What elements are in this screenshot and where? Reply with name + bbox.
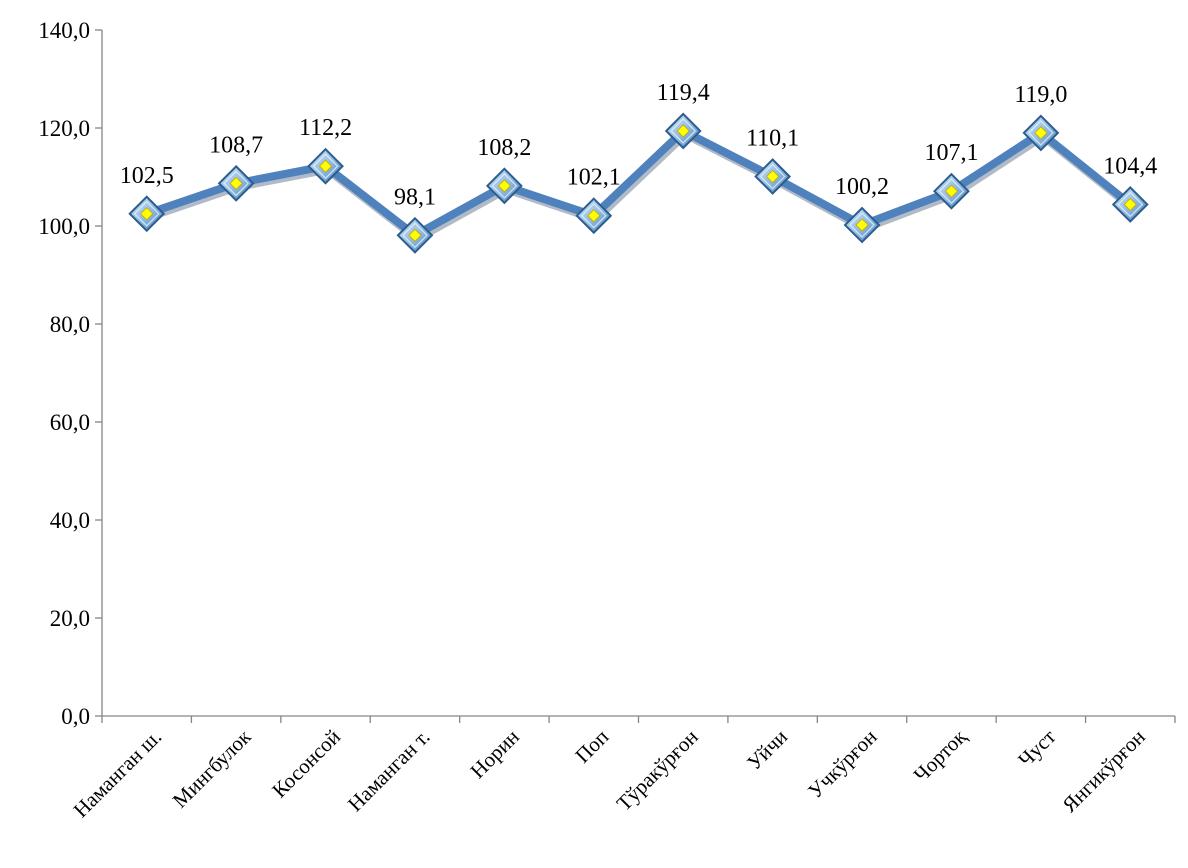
data-label: 119,4 (657, 80, 710, 106)
data-label: 110,1 (746, 126, 799, 152)
x-tick-label: Наманган т. (343, 725, 435, 817)
x-tick-label: Уйчи (742, 725, 792, 775)
x-tick-label: Мингбулок (168, 724, 257, 813)
data-point-marker (933, 172, 970, 210)
data-point-marker (664, 112, 702, 150)
data-point-marker (1022, 114, 1060, 152)
data-label: 107,1 (924, 140, 978, 166)
data-point-marker (754, 158, 792, 195)
x-tick-label: Учкўрғон (803, 725, 881, 803)
y-tick-label: 20,0 (50, 606, 90, 631)
series-layer (128, 112, 1149, 254)
x-tick-label: Косонсой (267, 725, 345, 803)
data-point-marker (307, 147, 344, 185)
data-point-marker (485, 167, 523, 205)
series-line-shadow (147, 129, 1136, 243)
y-tick-label: 0,0 (61, 704, 90, 729)
data-label: 104,4 (1103, 153, 1157, 179)
y-tick-label: 100,0 (38, 214, 90, 239)
data-labels: 102,5 108,7 112,2 98,1 108,2 102,1 119,4 110,1 1… (120, 80, 1158, 210)
data-label: 112,2 (299, 115, 352, 141)
data-label: 98,1 (394, 184, 436, 210)
y-tick-label: 120,0 (38, 116, 90, 141)
data-point-marker (128, 195, 166, 233)
y-tick-label: 140,0 (38, 18, 90, 43)
data-label: 100,2 (835, 174, 889, 200)
x-tick-label: Тўракўрғон (612, 725, 703, 816)
data-point-marker (575, 197, 613, 235)
data-label: 108,7 (209, 132, 263, 158)
data-label: 108,2 (477, 135, 531, 161)
x-tick-label: Чортоқ (909, 724, 972, 787)
data-label: 119,0 (1014, 82, 1067, 108)
data-label: 102,1 (567, 165, 621, 191)
data-point-marker (396, 216, 434, 254)
x-tick-label: Норин (465, 725, 523, 783)
data-label: 102,5 (120, 163, 174, 189)
x-tick-label: Поп (570, 725, 613, 768)
y-tick-label: 60,0 (50, 410, 90, 435)
data-point-marker (1111, 186, 1149, 223)
x-tick-label: Янгикўрғон (1057, 725, 1149, 817)
x-tick-label: Наманган ш. (69, 725, 167, 823)
data-point-marker (843, 206, 881, 244)
data-point-marker (217, 164, 255, 202)
x-tick-label: Чуст (1013, 725, 1060, 772)
y-tick-label: 80,0 (50, 312, 90, 337)
y-tick-label: 40,0 (50, 508, 90, 533)
